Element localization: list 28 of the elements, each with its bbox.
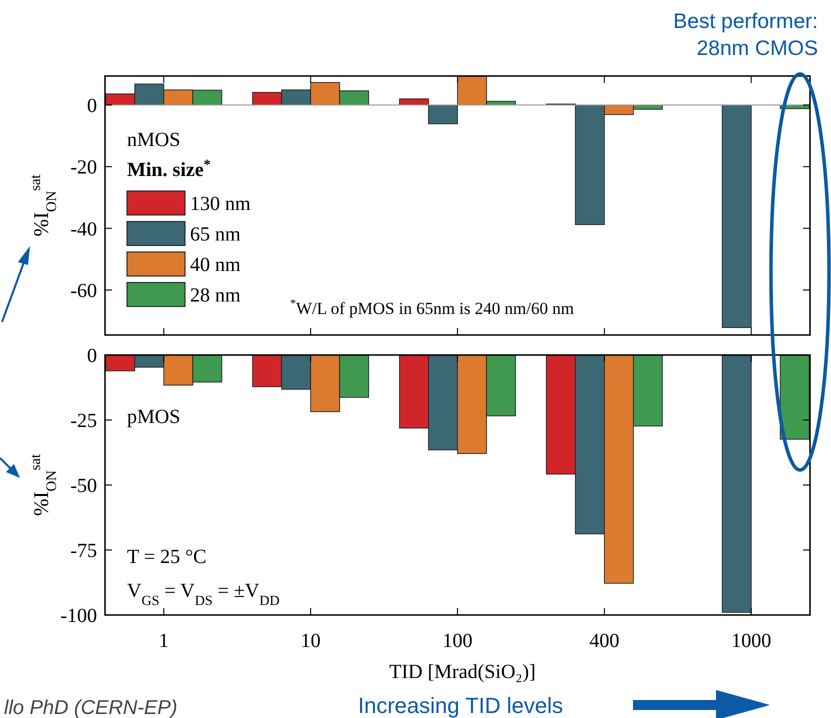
legend-label: 65 nm: [190, 224, 241, 246]
annotation: $^{*}$W/L of pMOS in 65nm is 240 nm/60 nm: [290, 296, 574, 318]
x-tick-label: 1000: [731, 630, 772, 652]
y-tick-label: -100: [60, 605, 97, 627]
text: llo PhD (CERN-EP): [4, 697, 178, 718]
y-tick-label: -75: [70, 540, 97, 562]
x-axis-title: TID [Mrad(SiO₂)]: [389, 661, 536, 683]
legend-label: 28 nm: [190, 284, 241, 306]
y-tick-label: -20: [70, 156, 97, 179]
legend-label: 130 nm: [190, 193, 251, 215]
y-tick-label: 0: [87, 94, 97, 117]
y-tick-label: -25: [70, 410, 97, 432]
annotation: pMOS: [127, 406, 180, 428]
text: Best performer: 28nm CMOS: [673, 10, 818, 60]
annotation: T = 25 °C: [127, 546, 206, 568]
text: Increasing TID levels: [358, 693, 564, 718]
y-tick-label: 0: [87, 345, 97, 367]
x-tick-label: 400: [589, 630, 620, 652]
y-tick-label: -50: [70, 475, 97, 497]
annotation: V$_{GS}$ = V$_{DS}$ = ±V$_{DD}$: [127, 580, 280, 608]
x-tick-label: 100: [442, 630, 472, 652]
annotation: nMOS: [127, 129, 180, 151]
y-tick-label: -40: [70, 218, 97, 240]
legend-title: Min. size$^{*}$: [127, 158, 211, 181]
x-tick-label: 1: [158, 630, 169, 652]
x-tick-label: 10: [300, 630, 321, 652]
y-tick-label: -60: [70, 280, 97, 302]
legend-label: 40 nm: [190, 254, 241, 276]
